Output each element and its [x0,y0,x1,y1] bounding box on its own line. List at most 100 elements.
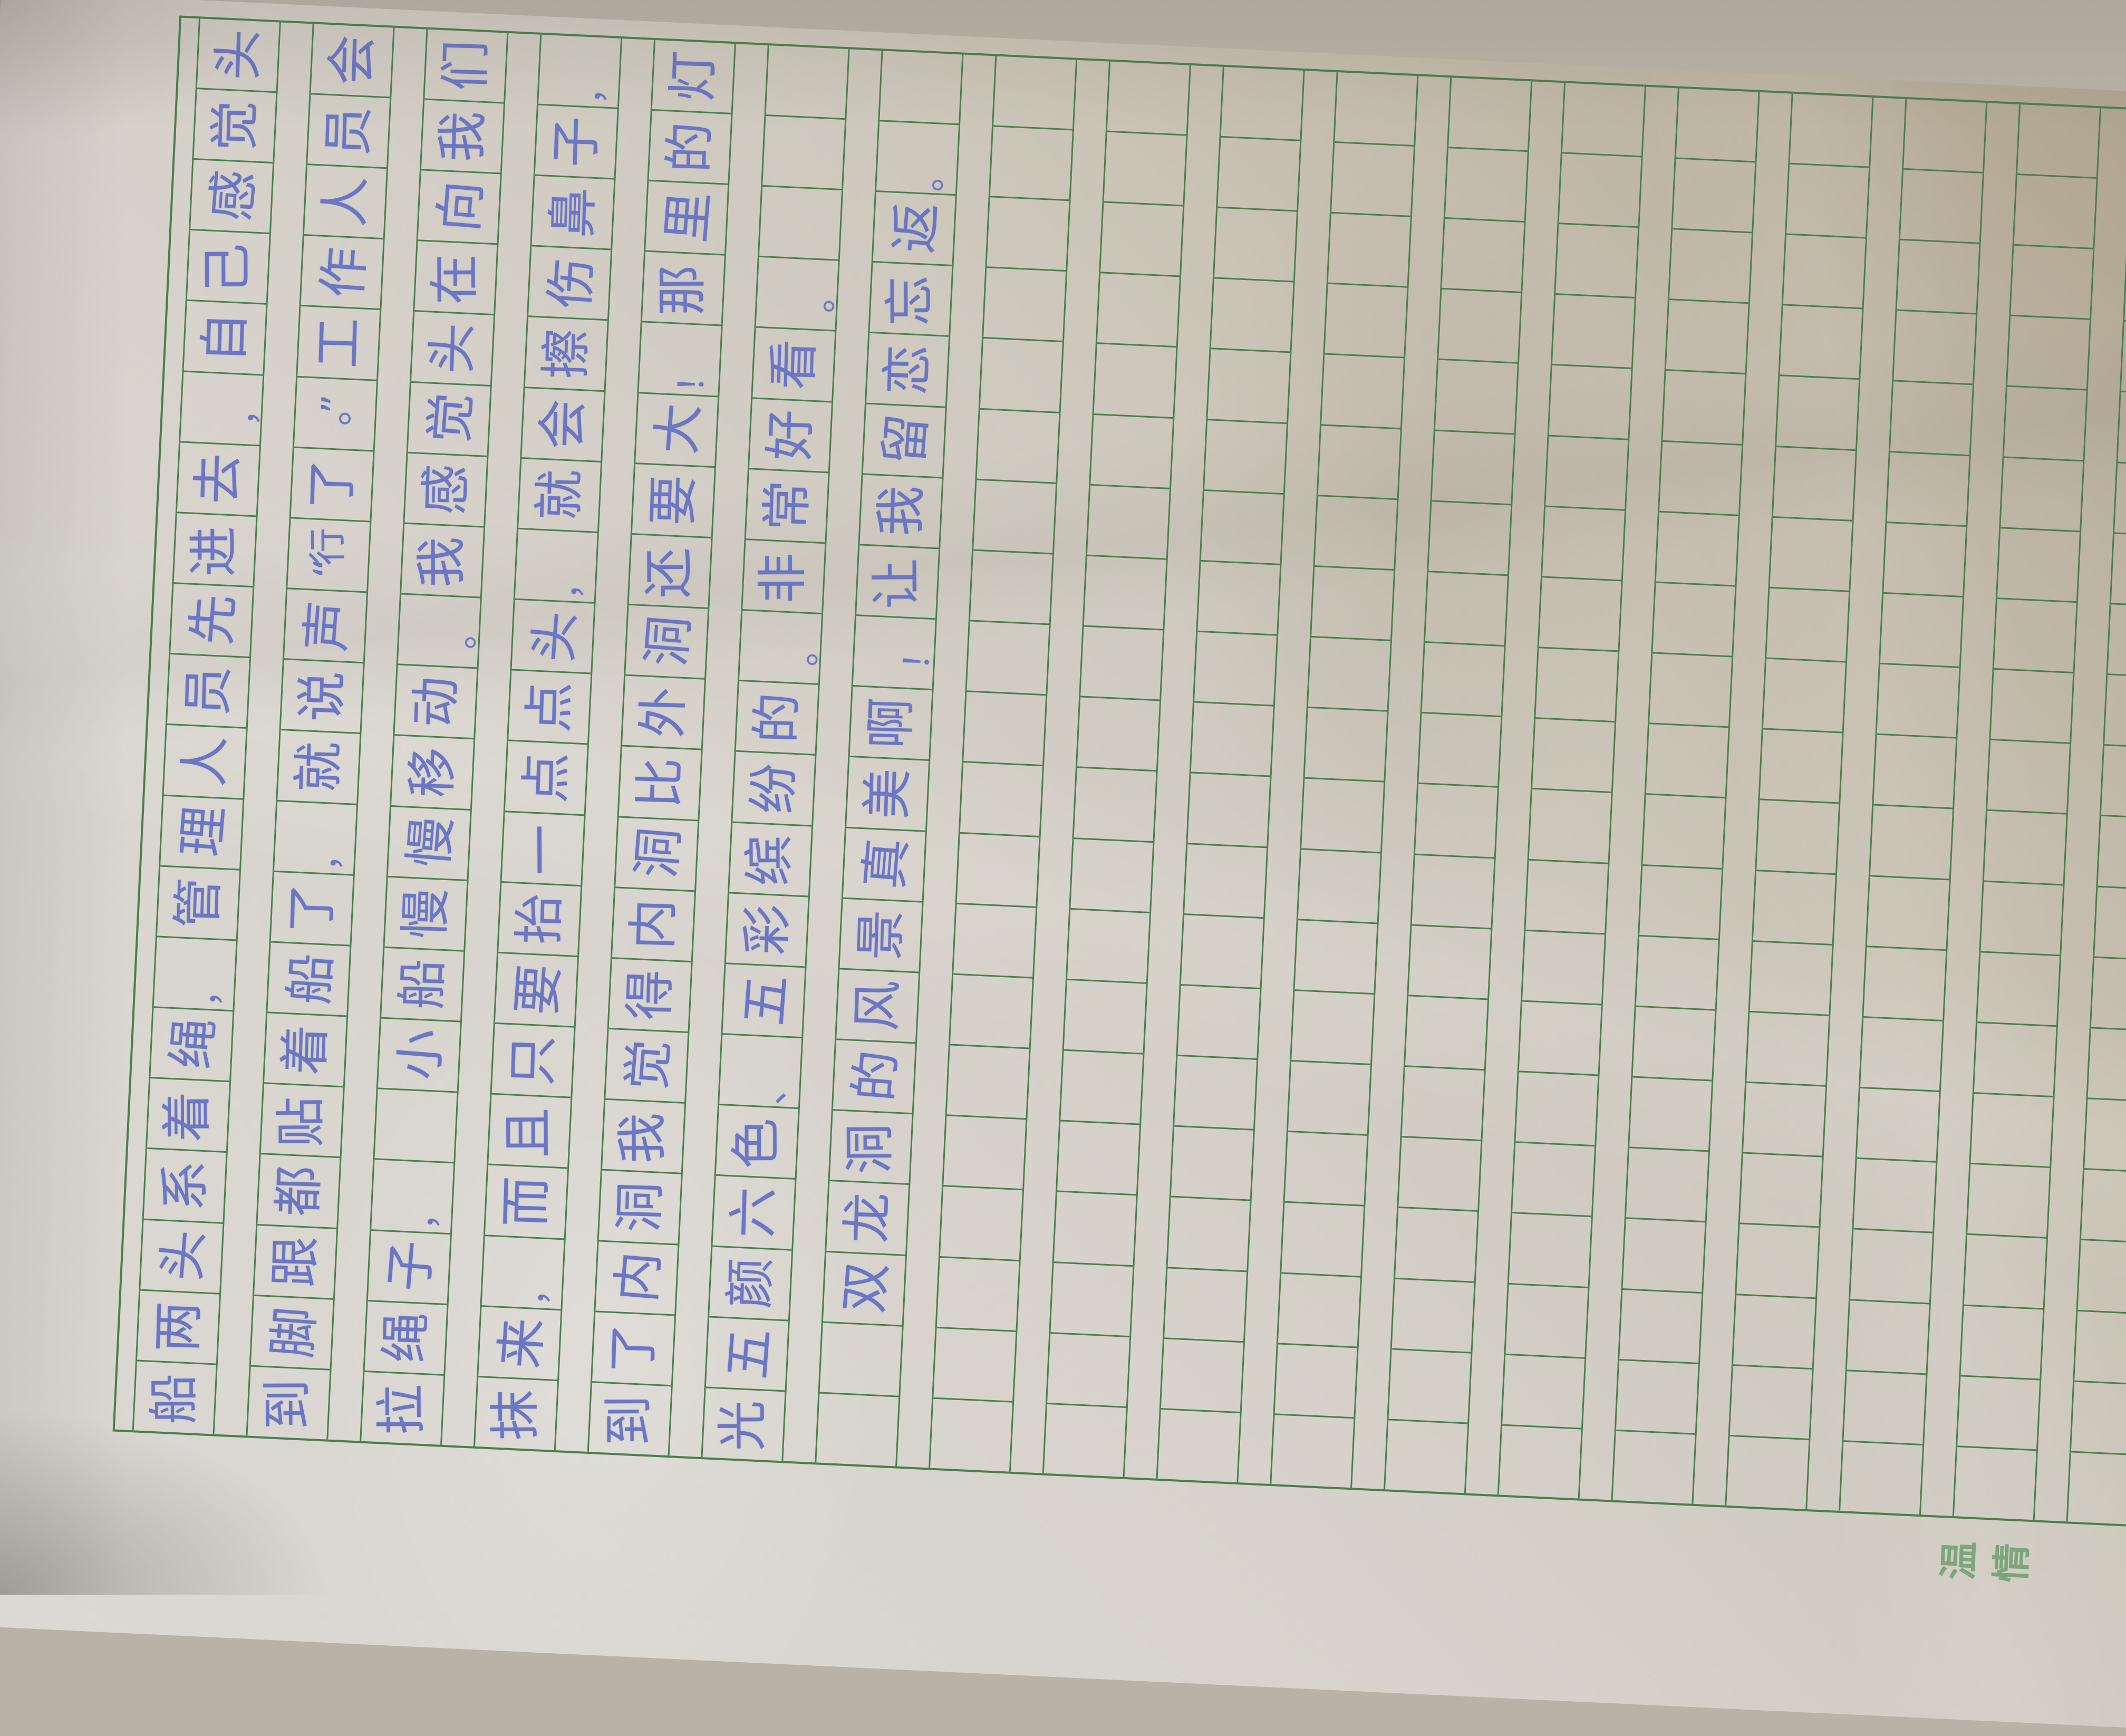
handwritten-char: ！ [896,633,940,672]
handwritten-char: 觉 [616,1037,680,1093]
grid-cell [1980,880,2063,955]
grid-cell [1753,869,1836,944]
grid-cell: 向 [418,169,500,244]
handwritten-char: 我 [871,485,931,537]
grid-cell [2001,456,2083,531]
handwritten-char: 看 [763,338,824,391]
grid-cell [2084,1097,2126,1172]
grid-cell [2017,104,2100,177]
grid-cell [1217,136,1300,210]
grid-cell [1174,1054,1257,1129]
grid-cell [1331,141,1414,216]
grid-cell [1612,1429,1695,1504]
grid-cell: 彩 [726,892,808,967]
grid-cell [1636,934,1718,1009]
handwritten-char: 人 [175,735,235,788]
grid-cell [1391,1277,1474,1352]
grid-cell: 动 [394,663,477,738]
grid-cell: 双 [823,1250,906,1325]
grid-cell: 感 [404,451,487,526]
grid-cell [2114,461,2126,536]
grid-cell: 工 [297,305,380,380]
grid-cell [973,478,1056,553]
handwritten-char: 。 [909,156,950,192]
grid-cell: 六 [712,1174,795,1249]
handwritten-char: 我 [411,536,471,587]
handwritten-char: 风 [847,979,908,1033]
handwritten-char: 系 [154,1159,216,1212]
grid-cell [1161,1337,1244,1412]
grid-cell [1184,842,1267,917]
grid-cell: 了 [270,870,353,945]
grid-cell: 子 [368,1229,451,1304]
grid-cell: 风 [836,968,919,1043]
grid-cell [1770,516,1852,591]
grid-cell: 去 [177,441,260,516]
handwritten-char: 到 [599,1395,659,1446]
handwritten-char: 船 [144,1374,204,1425]
grid-cell [1077,696,1160,770]
grid-cell [1967,1163,2050,1238]
handwritten-char: 好 [760,409,821,461]
grid-cell: 点 [508,669,591,744]
handwritten-char: 会 [533,398,593,451]
handwritten-char: 擦 [536,327,597,380]
grid-cell [1883,521,1966,596]
grid-cell [2077,1239,2126,1314]
grid-cell: ， [180,370,267,445]
handwritten-char: 得 [620,969,681,1021]
grid-cell [1616,1358,1699,1433]
grid-cell: 会 [521,386,604,461]
grid-cell: 移 [391,734,474,809]
grid-cell: 到 [588,1381,671,1456]
handwritten-char: 到 [258,1379,317,1430]
handwritten-char: 的 [747,691,808,744]
grid-cell [1532,717,1615,792]
grid-cell [943,1114,1026,1189]
handwritten-char: 点 [516,751,577,804]
handwritten-char: 比 [630,757,691,809]
grid-cell: 常 [746,468,828,543]
grid-cell: 洞 [598,1169,681,1244]
grid-cell [1525,859,1608,933]
grid-cell [1298,848,1381,923]
grid-cell: 点 [505,739,588,814]
handwritten-char: 留 [874,412,938,467]
grid-cell: 抹 [475,1375,558,1450]
grid-cell [1197,560,1280,634]
handwritten-char: 大 [646,401,710,457]
grid-cell: 员 [307,93,390,168]
handwritten-char: 会 [322,34,382,87]
handwritten-char: ， [186,972,227,1008]
grid-cell [1760,728,1842,803]
grid-cell [1756,798,1839,873]
handwritten-char: 内 [623,898,684,951]
grid-cell: 让 [856,544,939,619]
grid-cell: 要 [495,951,578,1026]
grid-cell [2104,673,2126,748]
grid-cell [1104,130,1186,205]
grid-cell: 头 [140,1218,223,1293]
handwritten-char: 来 [490,1316,553,1371]
grid-cell [1897,238,1979,313]
grid-cell: 人 [304,163,387,238]
grid-cell [1515,1070,1598,1145]
grid-cell [1646,722,1728,797]
handwritten-char: 而 [496,1175,557,1228]
grid-cell: 就 [518,457,601,532]
grid-cell: ， [538,35,621,108]
handwritten-char: 一 [512,824,572,876]
grid-cell: 会 [311,24,393,97]
handwritten-char: ！ [671,358,712,393]
handwritten-char: 贴 [271,1096,331,1147]
grid-cell: 系 [143,1147,226,1222]
grid-cell: 五 [706,1316,788,1391]
grid-cell [1860,1016,1943,1091]
handwritten-char: 。” [313,401,358,427]
grid-cell [1057,1120,1140,1194]
handwritten-char: 颜 [720,1257,781,1309]
handwritten-char: 先 [181,592,245,647]
handwritten-char: 头 [524,609,586,664]
grid-cell [983,266,1066,341]
grid-cell [1974,1021,2056,1096]
